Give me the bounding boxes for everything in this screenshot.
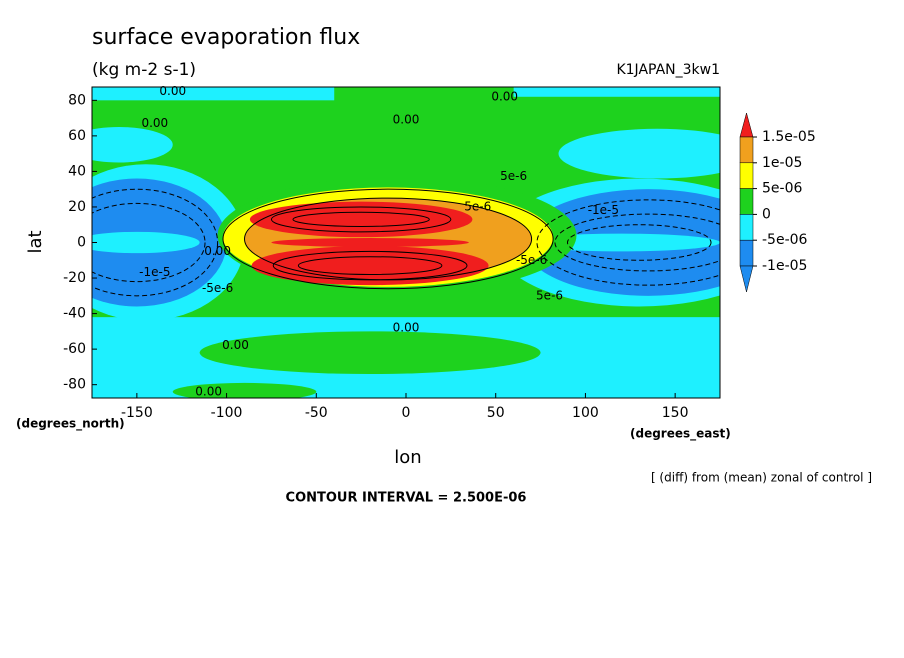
colorbar-label: 5e-06 xyxy=(762,181,802,197)
contour-label: 0.00 xyxy=(195,384,222,398)
colorbar-swatch xyxy=(739,239,754,267)
y-tick-label: -60 xyxy=(63,341,86,357)
run-label: K1JAPAN_3kw1 xyxy=(616,62,720,78)
colorbar-swatch xyxy=(739,136,754,164)
x-tick-label: 150 xyxy=(662,405,689,421)
y-unit: (degrees_north) xyxy=(16,417,125,432)
shade xyxy=(536,199,720,286)
y-tick-label: -20 xyxy=(63,270,86,286)
contour-label: -5e-6 xyxy=(516,253,547,267)
shade xyxy=(92,188,219,297)
chart-subtitle: (kg m-2 s-1) xyxy=(92,60,196,80)
shade xyxy=(244,197,533,281)
shade xyxy=(558,128,720,179)
shade xyxy=(270,206,452,233)
shade xyxy=(513,87,720,97)
colorbar-swatch xyxy=(739,162,754,189)
y-tick-label: 80 xyxy=(68,92,86,108)
contour-label: -1e-5 xyxy=(588,203,619,217)
chart-title: surface evaporation flux xyxy=(92,25,360,50)
x-axis-label: lon xyxy=(394,447,421,468)
x-tick-label: -100 xyxy=(211,405,243,421)
x-tick-label: -50 xyxy=(305,405,328,421)
shade xyxy=(251,246,489,286)
shade xyxy=(566,224,712,261)
shade xyxy=(172,382,317,398)
x-tick-label: 50 xyxy=(487,405,505,421)
shade xyxy=(297,256,443,275)
colorbar-label: -1e-05 xyxy=(762,258,807,274)
colorbar-swatch xyxy=(739,188,754,215)
y-tick-label: -80 xyxy=(63,377,86,393)
contour-label: 5e-6 xyxy=(500,169,527,183)
contour-label: 0.00 xyxy=(204,244,231,258)
colorbar-swatch xyxy=(739,112,754,138)
x-tick-label: 0 xyxy=(402,405,411,421)
y-tick-label: 0 xyxy=(77,235,86,251)
shade xyxy=(222,188,554,290)
contour-label: -5e-6 xyxy=(202,281,233,295)
contour-label: 0.00 xyxy=(141,116,168,130)
note: [ (diff) from (mean) zonal of control ] xyxy=(651,471,872,485)
shade xyxy=(271,238,469,247)
y-tick-label: 60 xyxy=(68,128,86,144)
contour-label: 0.00 xyxy=(159,84,186,98)
x-unit: (degrees_east) xyxy=(630,427,731,442)
x-tick-label: 100 xyxy=(572,405,599,421)
contour-label: 5e-6 xyxy=(464,199,491,213)
colorbar-label: 0 xyxy=(762,206,771,222)
colorbar-swatch xyxy=(739,265,754,293)
shade xyxy=(292,211,430,228)
shade xyxy=(554,213,720,272)
colorbar-label: 1e-05 xyxy=(762,155,802,171)
shade xyxy=(92,231,200,254)
colorbar-label: 1.5e-05 xyxy=(762,129,816,145)
contour-field xyxy=(92,87,720,398)
colorbar-swatch xyxy=(739,214,754,241)
contour-label: 5e-6 xyxy=(536,288,563,302)
y-tick-label: 40 xyxy=(68,163,86,179)
colorbar-label: -5e-06 xyxy=(762,232,808,248)
x-tick-label: -150 xyxy=(121,405,153,421)
contour-label: -1e-5 xyxy=(139,265,170,279)
y-axis-label: lat xyxy=(25,230,46,253)
contour-label: 0.00 xyxy=(222,338,249,352)
footer: CONTOUR INTERVAL = 2.500E-06 xyxy=(286,491,527,506)
shade xyxy=(92,87,335,101)
y-tick-label: -40 xyxy=(63,306,86,322)
shade xyxy=(92,202,206,283)
contour-label: 0.00 xyxy=(491,89,518,103)
contour-label: 0.00 xyxy=(393,320,420,334)
shade xyxy=(92,126,173,163)
shade xyxy=(249,201,473,238)
y-tick-label: 20 xyxy=(68,199,86,215)
shade xyxy=(199,331,541,375)
contour-label: 0.00 xyxy=(393,112,420,126)
